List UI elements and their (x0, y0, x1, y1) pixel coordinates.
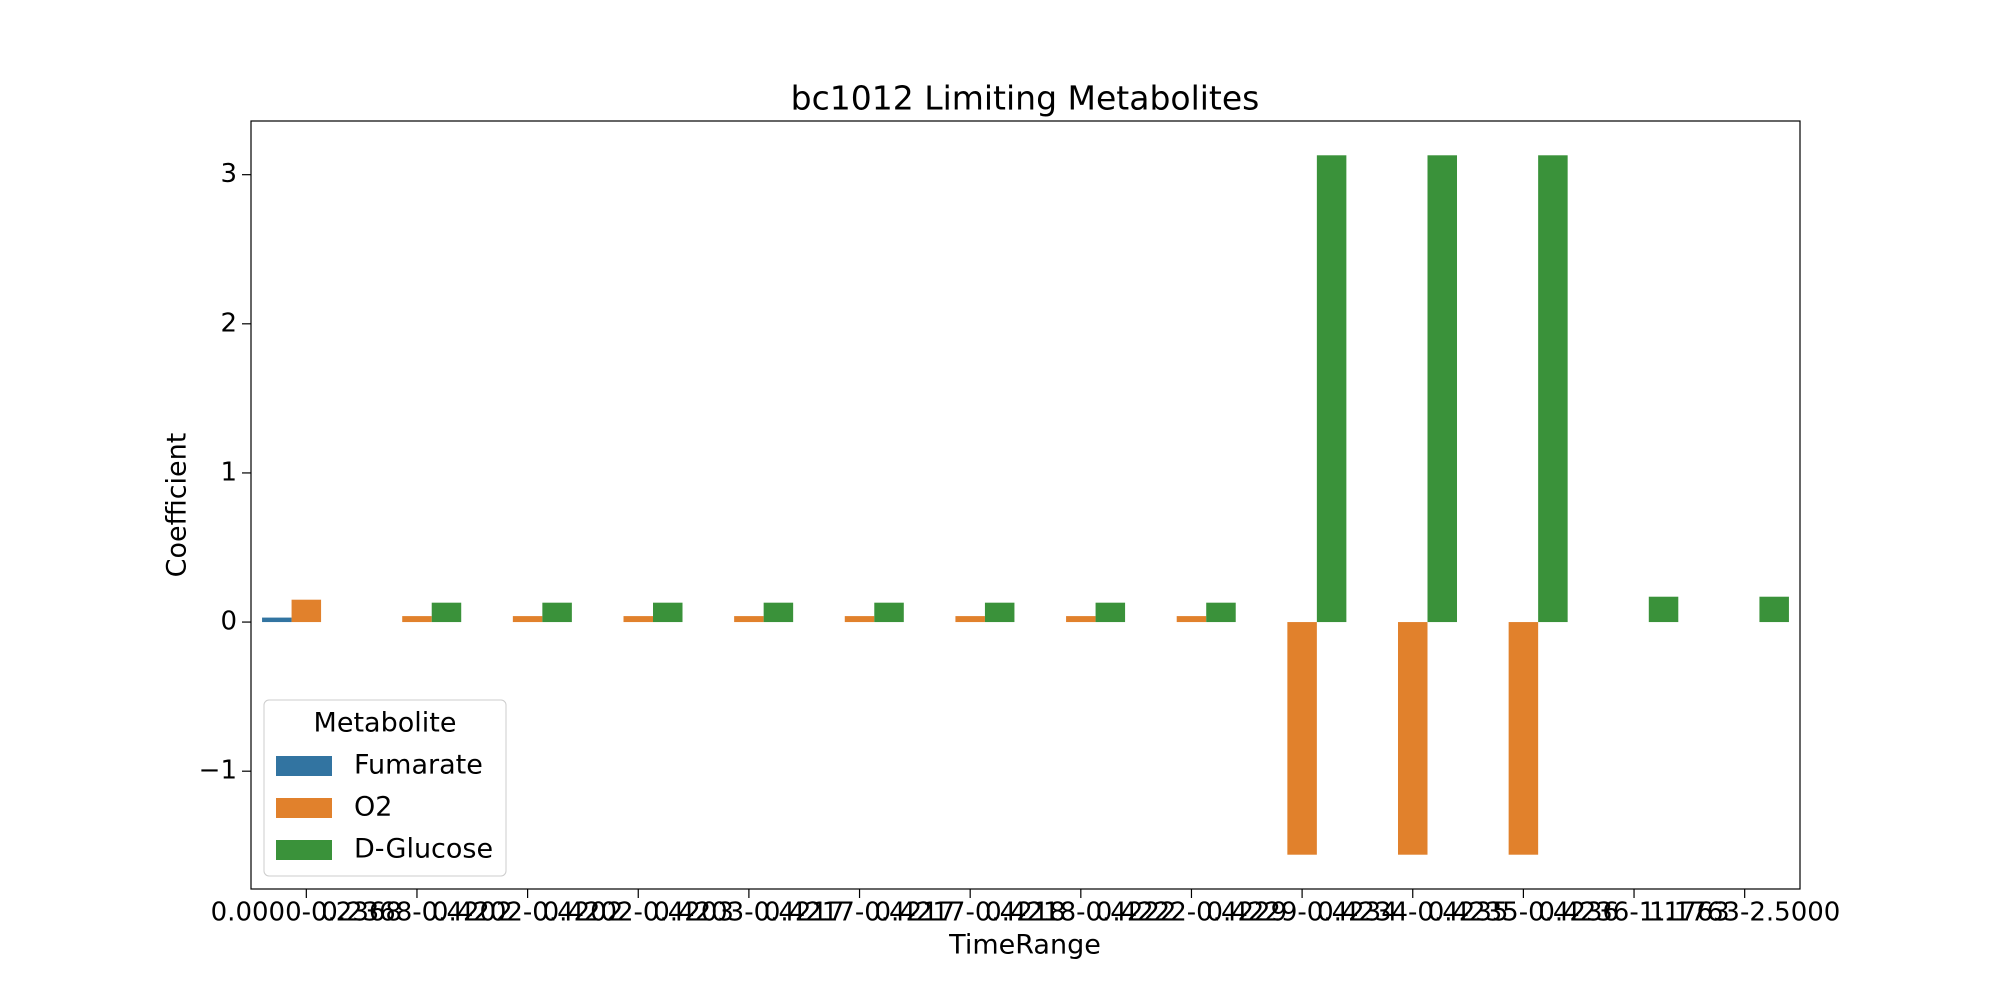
y-tick-label: 1 (220, 457, 237, 487)
x-tick-label: 0.4202-0.4202 (432, 898, 623, 928)
bar (1427, 155, 1458, 623)
bar (1538, 155, 1568, 623)
y-tick-label: 3 (220, 159, 237, 189)
x-tick-label: 0.4234-0.4235 (1317, 898, 1508, 928)
bar (291, 599, 322, 623)
legend-label: Fumarate (354, 750, 483, 781)
bar (984, 602, 1015, 623)
bar (262, 617, 292, 623)
bar (1397, 622, 1428, 855)
x-axis-label: TimeRange (948, 930, 1101, 961)
x-tick-label: 0.4203-0.4217 (653, 898, 844, 928)
bar (1066, 616, 1096, 623)
bar (431, 602, 462, 623)
bar (1508, 622, 1539, 855)
bar (1316, 155, 1347, 623)
bar (623, 616, 654, 623)
x-tick-label: 0.4236-1.1763 (1538, 898, 1729, 928)
bar (734, 616, 764, 623)
legend-title: Metabolite (314, 708, 457, 739)
bar (1206, 602, 1236, 623)
y-axis-label: Coefficient (162, 433, 193, 578)
bar (402, 616, 432, 623)
bar (653, 602, 683, 623)
x-tick-label: 0.4229-0.4234 (1206, 898, 1397, 928)
x-tick-label: 1.1763-2.5000 (1649, 898, 1840, 928)
x-tick-label: 0.4217-0.4218 (875, 898, 1066, 928)
legend-label: D-Glucose (354, 834, 493, 865)
x-tick-label: 0.4222-0.4229 (1096, 898, 1287, 928)
x-tick-label: 0.2368-0.4202 (321, 898, 512, 928)
plot-frame (250, 120, 1801, 890)
chart-title: bc1012 Limiting Metabolites (791, 79, 1260, 118)
legend-swatch (276, 840, 332, 860)
bar (955, 616, 985, 623)
bar (1648, 596, 1679, 623)
x-tick-label: 0.4202-0.4203 (543, 898, 734, 928)
bar (1287, 622, 1317, 855)
legend-box (263, 699, 507, 877)
bar (1176, 616, 1207, 623)
y-tick-label: 0 (220, 607, 237, 637)
bar (1095, 602, 1126, 623)
x-tick-label: 0.4235-0.4236 (1428, 898, 1619, 928)
legend-swatch (276, 756, 332, 776)
x-tick-label: 0.0000-0.2368 (211, 898, 402, 928)
bar (874, 602, 904, 623)
bar (512, 616, 543, 623)
legend-label: O2 (354, 792, 392, 823)
y-tick-label: 2 (220, 308, 237, 338)
bar (844, 616, 875, 623)
bar (1759, 596, 1789, 623)
x-tick-label: 0.4218-0.4222 (985, 898, 1176, 928)
bar (763, 602, 794, 623)
legend-swatch (276, 798, 332, 818)
bar (542, 602, 572, 623)
y-tick-label: −1 (199, 756, 237, 786)
x-tick-label: 0.4217-0.4217 (764, 898, 955, 928)
